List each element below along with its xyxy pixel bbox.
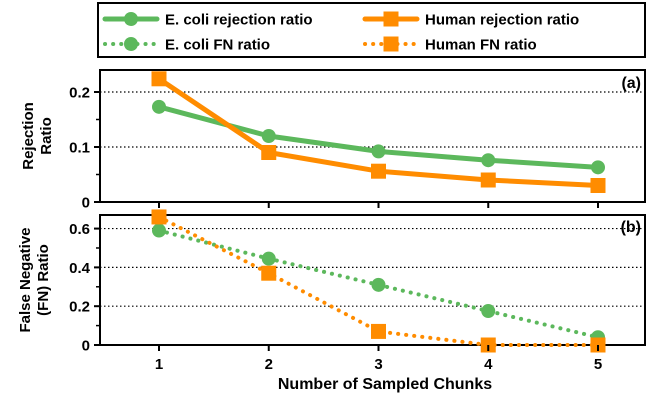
data-point bbox=[152, 224, 166, 238]
y-tick-label: 0.1 bbox=[69, 140, 90, 157]
legend: E. coli rejection ratio Human rejection r… bbox=[98, 3, 645, 57]
legend-label: E. coli FN ratio bbox=[165, 37, 270, 54]
panel-fn-ratio: 0 0.2 0.4 0.6 False Negative(FN) Ratio (b) 1 2 3… bbox=[17, 209, 645, 373]
legend-marker bbox=[384, 37, 399, 52]
legend-entry-human-fn-ratio: Human FN ratio bbox=[365, 37, 537, 54]
data-point bbox=[371, 164, 386, 179]
legend-marker bbox=[124, 37, 138, 51]
data-point bbox=[481, 153, 495, 167]
data-point bbox=[261, 145, 276, 160]
legend-label: Human rejection ratio bbox=[425, 12, 579, 29]
panel-label: (b) bbox=[621, 219, 641, 236]
y-tick-label: 0.2 bbox=[69, 85, 90, 102]
y-tick-label: 0.4 bbox=[69, 260, 91, 277]
x-tick-label: 3 bbox=[374, 356, 382, 373]
data-point bbox=[152, 100, 166, 114]
data-point bbox=[152, 71, 167, 86]
legend-marker bbox=[124, 12, 138, 26]
y-tick-label: 0 bbox=[82, 195, 90, 212]
legend-label: Human FN ratio bbox=[425, 37, 537, 54]
y-axis-label-line: (FN) Ratio bbox=[35, 244, 52, 316]
data-point bbox=[262, 252, 276, 266]
y-tick-label: 0 bbox=[82, 338, 90, 355]
y-axis-label-line: Ratio bbox=[38, 117, 55, 155]
data-point bbox=[481, 173, 496, 188]
legend-entry-human-rejection-ratio: Human rejection ratio bbox=[365, 12, 579, 29]
panel-label: (a) bbox=[621, 75, 641, 92]
x-tick-label: 5 bbox=[594, 356, 602, 373]
x-tick-label: 1 bbox=[155, 356, 163, 373]
data-point bbox=[591, 160, 605, 174]
x-tick-label: 4 bbox=[484, 356, 493, 373]
y-axis-label-line: False Negative bbox=[17, 227, 34, 332]
data-point bbox=[591, 178, 606, 193]
x-axis-label: Number of Sampled Chunks bbox=[278, 376, 492, 393]
y-axis-label: False Negative(FN) Ratio bbox=[17, 227, 52, 332]
data-point bbox=[371, 324, 386, 339]
y-axis-label-line: Rejection bbox=[20, 102, 37, 170]
data-point bbox=[372, 144, 386, 158]
legend-marker bbox=[384, 12, 399, 27]
y-axis-label: RejectionRatio bbox=[20, 102, 55, 170]
data-point bbox=[262, 129, 276, 143]
data-point bbox=[372, 278, 386, 292]
panel-rejection-ratio: 0 0.1 0.2 RejectionRatio (a) bbox=[20, 70, 645, 212]
y-tick-label: 0.6 bbox=[69, 221, 90, 238]
y-tick-label: 0.2 bbox=[69, 299, 90, 316]
data-point bbox=[481, 304, 495, 318]
data-point bbox=[261, 266, 276, 281]
legend-label: E. coli rejection ratio bbox=[165, 12, 313, 29]
x-tick-label: 2 bbox=[265, 356, 273, 373]
series-e-coli-rejection-ratio bbox=[152, 100, 605, 175]
series-human-rejection-ratio bbox=[152, 71, 606, 193]
data-point bbox=[152, 209, 167, 224]
